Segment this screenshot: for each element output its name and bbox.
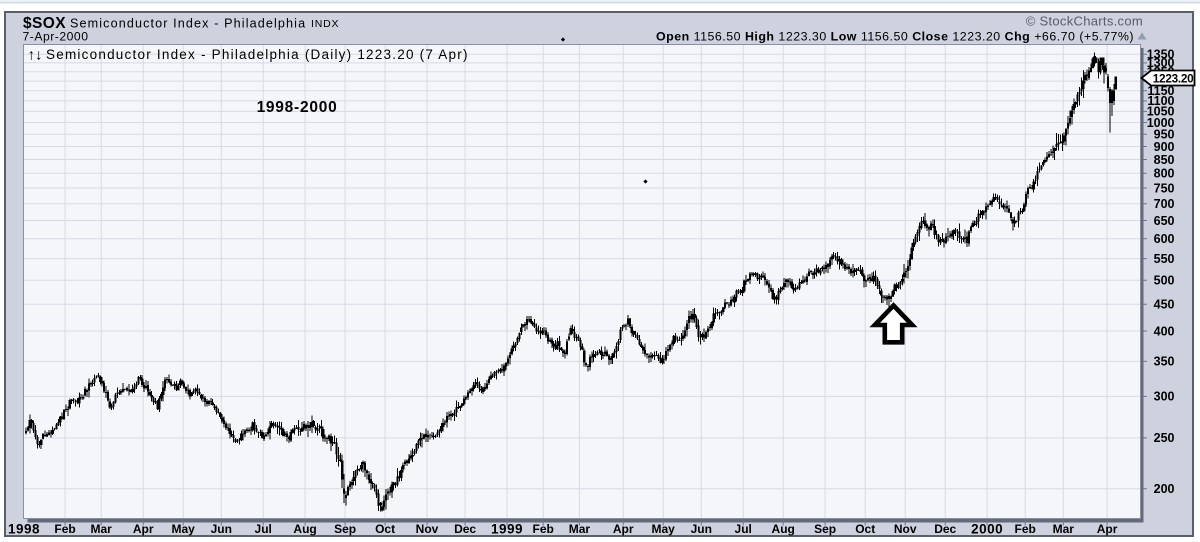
svg-text:Apr: Apr: [1097, 522, 1118, 536]
svg-text:Feb: Feb: [1015, 522, 1036, 536]
svg-text:700: 700: [1154, 197, 1175, 211]
svg-text:Open 1156.50 High 1223.30 Low: Open 1156.50 High 1223.30 Low 1156.50 Cl…: [656, 30, 1134, 44]
svg-text:Aug: Aug: [293, 522, 316, 536]
svg-text:Mar: Mar: [1053, 522, 1075, 536]
svg-text:1999: 1999: [491, 522, 523, 537]
svg-text:↑↓: ↑↓: [28, 47, 43, 64]
svg-text:1350: 1350: [1147, 48, 1175, 62]
svg-text:1100: 1100: [1147, 94, 1174, 108]
svg-text:750: 750: [1154, 181, 1175, 195]
svg-text:1223.20: 1223.20: [1153, 72, 1194, 86]
svg-text:Dec: Dec: [454, 522, 476, 536]
svg-text:500: 500: [1154, 274, 1175, 288]
svg-text:$SOX: $SOX: [23, 15, 66, 32]
svg-text:200: 200: [1154, 482, 1175, 496]
svg-text:Mar: Mar: [569, 522, 591, 536]
svg-text:900: 900: [1154, 140, 1175, 154]
svg-text:7-Apr-2000: 7-Apr-2000: [23, 30, 89, 44]
svg-text:1300: 1300: [1147, 56, 1175, 70]
svg-text:Apr: Apr: [133, 522, 154, 536]
svg-text:Jun: Jun: [691, 522, 712, 536]
svg-text:INDX: INDX: [311, 18, 339, 30]
svg-text:1150: 1150: [1147, 84, 1174, 98]
svg-text:400: 400: [1154, 324, 1175, 338]
svg-text:Oct: Oct: [855, 522, 875, 536]
svg-text:Jun: Jun: [211, 522, 232, 536]
svg-text:Semiconductor Index - Philadel: Semiconductor Index - Philadelphia: [70, 17, 306, 31]
svg-text:800: 800: [1154, 167, 1175, 181]
svg-text:250: 250: [1154, 431, 1175, 445]
svg-text:Apr: Apr: [613, 522, 634, 536]
svg-text:550: 550: [1154, 252, 1175, 266]
svg-text:Sep: Sep: [814, 522, 836, 536]
svg-text:2000: 2000: [971, 522, 1003, 537]
svg-text:Nov: Nov: [416, 522, 439, 536]
svg-text:© StockCharts.com: © StockCharts.com: [1026, 14, 1143, 29]
svg-text:Oct: Oct: [375, 522, 395, 536]
svg-text:1050: 1050: [1147, 105, 1175, 119]
svg-text:Feb: Feb: [54, 522, 75, 536]
svg-text:Jul: Jul: [255, 522, 272, 536]
svg-text:Semiconductor Index - Philadel: Semiconductor Index - Philadelphia (Dail…: [46, 47, 469, 62]
svg-text:Jul: Jul: [735, 522, 752, 536]
svg-text:1000: 1000: [1147, 116, 1175, 130]
svg-text:300: 300: [1154, 390, 1175, 404]
svg-text:450: 450: [1154, 298, 1175, 312]
svg-text:650: 650: [1154, 214, 1175, 228]
svg-text:850: 850: [1154, 153, 1175, 167]
svg-text:Aug: Aug: [772, 522, 795, 536]
svg-text:600: 600: [1154, 232, 1175, 246]
svg-text:1998-2000: 1998-2000: [257, 99, 338, 116]
svg-text:950: 950: [1154, 128, 1175, 142]
svg-text:May: May: [172, 522, 196, 536]
svg-text:350: 350: [1154, 355, 1175, 369]
svg-text:Mar: Mar: [91, 522, 113, 536]
svg-text:Dec: Dec: [934, 522, 956, 536]
svg-text:Feb: Feb: [533, 522, 554, 536]
svg-text:1998: 1998: [8, 522, 40, 537]
svg-text:May: May: [652, 522, 676, 536]
svg-text:Sep: Sep: [334, 522, 356, 536]
svg-text:Nov: Nov: [894, 522, 917, 536]
